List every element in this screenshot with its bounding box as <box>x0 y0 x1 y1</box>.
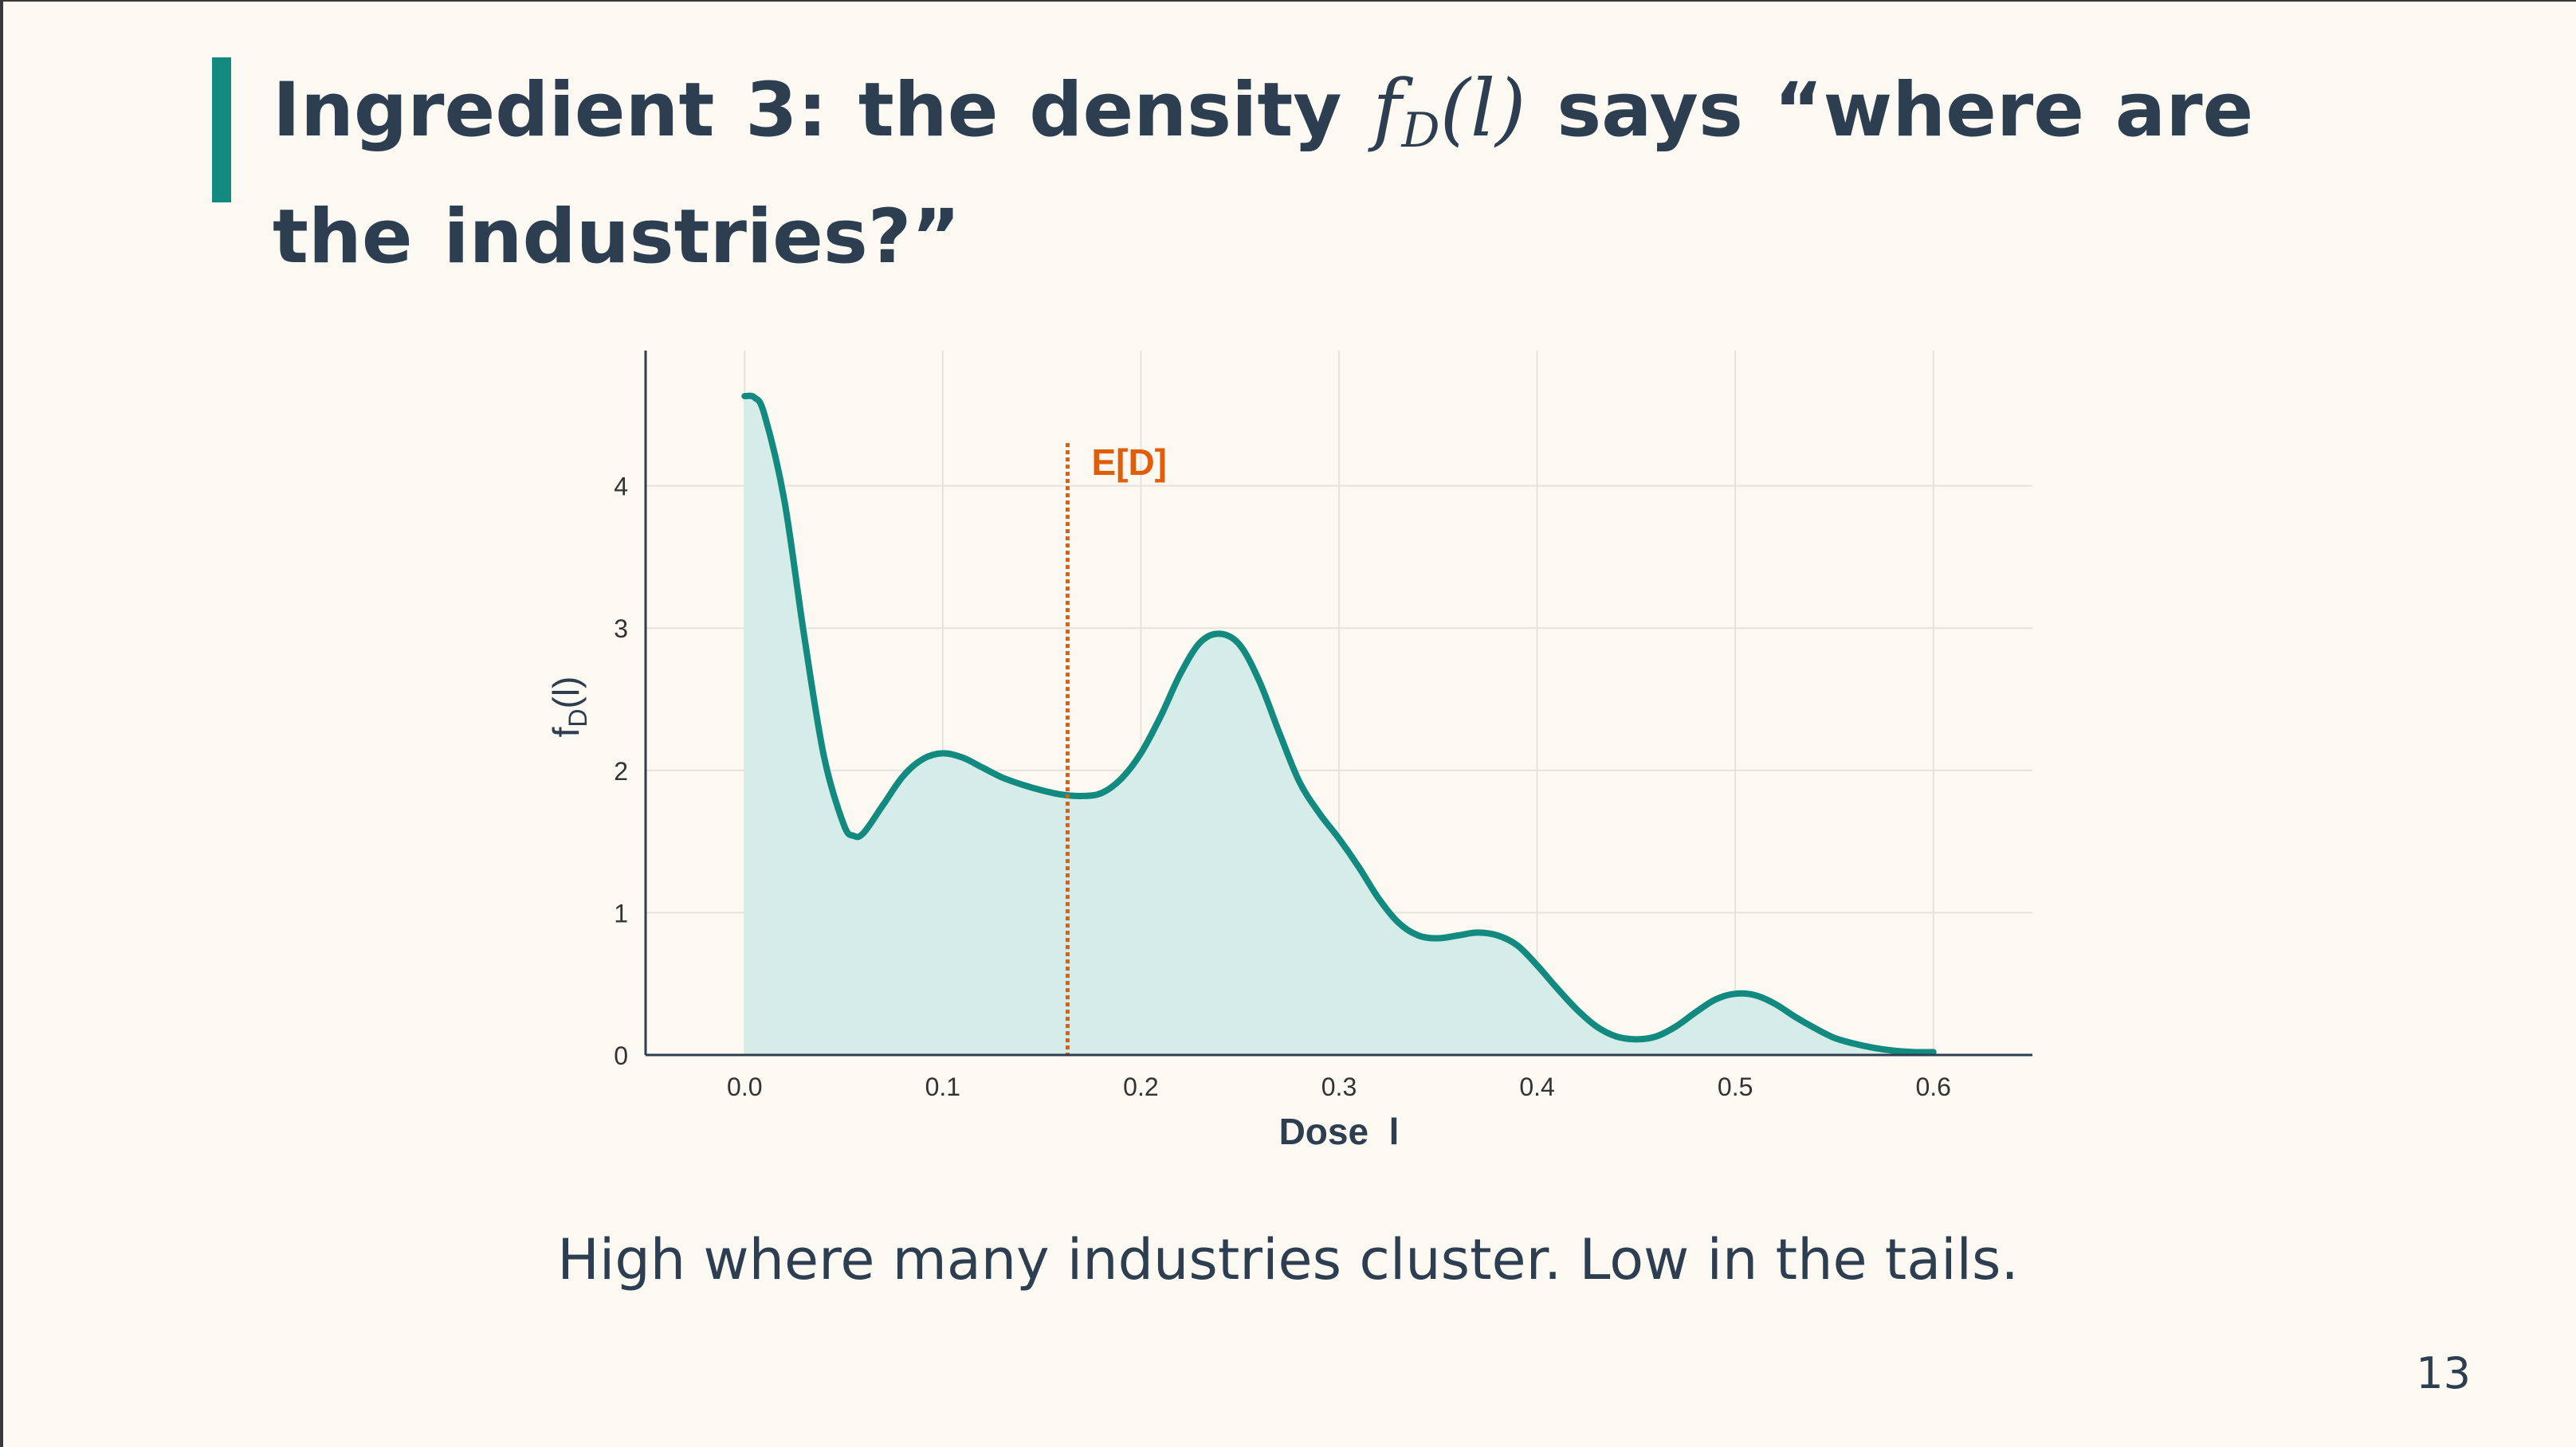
y-axis-label: fD(l) <box>545 676 592 738</box>
x-tick-label: 0.0 <box>727 1073 762 1101</box>
title-math-arg: (l) <box>1439 64 1526 155</box>
x-tick-labels: 0.0 0.1 0.2 0.3 0.4 0.5 0.6 <box>727 1073 1951 1101</box>
y-tick-label: 4 <box>614 473 628 501</box>
page-number: 13 <box>2416 1348 2471 1398</box>
density-area <box>744 395 1934 1055</box>
x-tick-label: 0.6 <box>1915 1073 1950 1101</box>
x-tick-label: 0.3 <box>1321 1073 1357 1101</box>
x-axis-label: Dose l <box>1279 1111 1400 1152</box>
x-tick-label: 0.2 <box>1123 1073 1158 1101</box>
x-tick-label: 0.5 <box>1718 1073 1753 1101</box>
y-axis-label-main: f <box>545 727 587 737</box>
title-accent-bar <box>212 57 231 202</box>
y-axis-label-sub: D <box>564 708 592 727</box>
title-math-f: f <box>1372 64 1402 155</box>
title-math: fD(l) <box>1372 64 1526 159</box>
y-tick-label: 1 <box>614 899 628 927</box>
density-line <box>741 392 1937 1056</box>
y-tick-label: 0 <box>614 1041 628 1070</box>
title-prefix: Ingredient 3: the density <box>273 67 1373 154</box>
y-axis-label-arg: (l) <box>545 676 587 709</box>
slide-caption: High where many industries cluster. Low … <box>557 1227 2019 1292</box>
y-tick-label: 3 <box>614 614 628 643</box>
expected-value-label: E[D] <box>1091 441 1167 483</box>
y-tick-labels: 0 1 2 3 4 <box>614 473 628 1070</box>
title-math-sub: D <box>1401 103 1440 159</box>
x-tick-label: 0.4 <box>1519 1073 1554 1101</box>
slide-title: Ingredient 3: the density fD(l) says “wh… <box>273 56 2281 291</box>
x-tick-label: 0.1 <box>925 1073 960 1101</box>
title-suffix: says “where are the industries?” <box>273 67 2254 280</box>
y-tick-label: 2 <box>614 757 628 786</box>
